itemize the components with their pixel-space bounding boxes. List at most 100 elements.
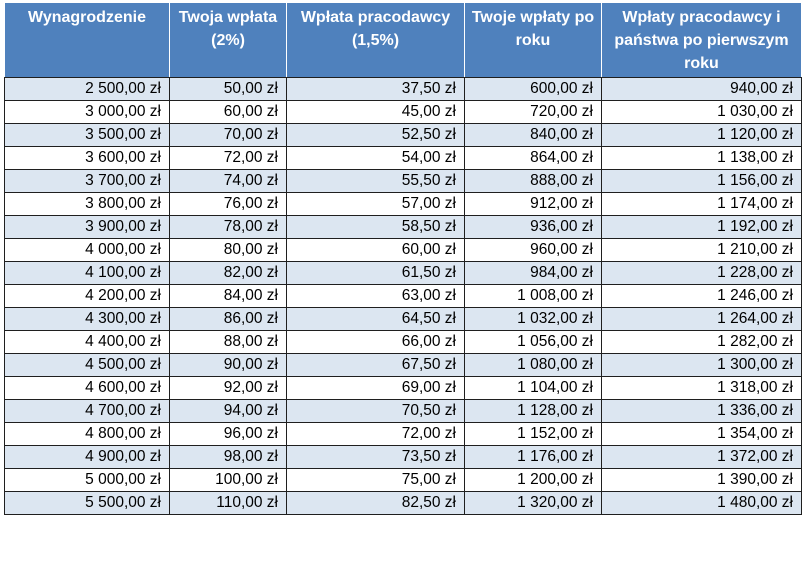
header-wplata-pracodawcy: Wpłata pracodawcy (1,5%) [286,2,465,78]
cell-wynagrodzenie: 5 500,00 zł [4,491,170,515]
cell-wplata-pracodawcy: 60,00 zł [286,238,465,262]
cell-wynagrodzenie: 3 600,00 zł [4,146,170,170]
cell-twoja-wplata: 60,00 zł [169,100,287,124]
cell-twoja-wplata: 98,00 zł [169,445,287,469]
cell-twoje-wplaty-po-roku: 864,00 zł [464,146,602,170]
cell-wynagrodzenie: 4 100,00 zł [4,261,170,285]
cell-wynagrodzenie: 4 300,00 zł [4,307,170,331]
cell-wplata-pracodawcy: 52,50 zł [286,123,465,147]
header-wynagrodzenie: Wynagrodzenie [4,2,170,78]
cell-twoja-wplata: 76,00 zł [169,192,287,216]
cell-wplata-pracodawcy: 55,50 zł [286,169,465,193]
cell-wplaty-pracodawcy-i-panstwa: 1 210,00 zł [601,238,802,262]
table-row: 4 200,00 zł 84,00 zł 63,00 zł 1 008,00 zł 1 … [4,284,802,308]
cell-wynagrodzenie: 3 500,00 zł [4,123,170,147]
cell-wplaty-pracodawcy-i-panstwa: 1 174,00 zł [601,192,802,216]
cell-twoje-wplaty-po-roku: 1 320,00 zł [464,491,602,515]
table-row: 4 300,00 zł 86,00 zł 64,50 zł 1 032,00 zł 1 … [4,307,802,331]
table-row: 3 800,00 zł 76,00 zł 57,00 zł 912,00 zł 1 17… [4,192,802,216]
cell-twoja-wplata: 72,00 zł [169,146,287,170]
cell-wplata-pracodawcy: 45,00 zł [286,100,465,124]
cell-wplata-pracodawcy: 75,00 zł [286,468,465,492]
cell-wynagrodzenie: 4 700,00 zł [4,399,170,423]
cell-wynagrodzenie: 4 200,00 zł [4,284,170,308]
table-row: 4 900,00 zł 98,00 zł 73,50 zł 1 176,00 zł 1 … [4,445,802,469]
cell-wplata-pracodawcy: 69,00 zł [286,376,465,400]
cell-twoja-wplata: 82,00 zł [169,261,287,285]
cell-wynagrodzenie: 2 500,00 zł [4,77,170,101]
cell-twoja-wplata: 78,00 zł [169,215,287,239]
cell-wynagrodzenie: 4 800,00 zł [4,422,170,446]
header-wplaty-pracodawcy-i-panstwa: Wpłaty pracodawcy i państwa po pierwszym… [601,2,802,78]
cell-twoje-wplaty-po-roku: 1 008,00 zł [464,284,602,308]
table-row: 5 500,00 zł 110,00 zł 82,50 zł 1 320,00 zł 1… [4,491,802,515]
cell-wplaty-pracodawcy-i-panstwa: 1 120,00 zł [601,123,802,147]
cell-twoje-wplaty-po-roku: 1 176,00 zł [464,445,602,469]
cell-wplaty-pracodawcy-i-panstwa: 1 264,00 zł [601,307,802,331]
table-row: 4 600,00 zł 92,00 zł 69,00 zł 1 104,00 zł 1 … [4,376,802,400]
cell-twoja-wplata: 110,00 zł [169,491,287,515]
cell-twoja-wplata: 94,00 zł [169,399,287,423]
cell-wynagrodzenie: 4 900,00 zł [4,445,170,469]
table-row: 3 500,00 zł 70,00 zł 52,50 zł 840,00 zł 1 12… [4,123,802,147]
cell-wplaty-pracodawcy-i-panstwa: 1 390,00 zł [601,468,802,492]
cell-wplaty-pracodawcy-i-panstwa: 1 030,00 zł [601,100,802,124]
cell-twoje-wplaty-po-roku: 1 080,00 zł [464,353,602,377]
cell-wplata-pracodawcy: 58,50 zł [286,215,465,239]
cell-wplata-pracodawcy: 82,50 zł [286,491,465,515]
salary-contribution-table: Wynagrodzenie Twoja wpłata (2%) Wpłata p… [4,2,802,515]
cell-wynagrodzenie: 4 400,00 zł [4,330,170,354]
table-header: Wynagrodzenie Twoja wpłata (2%) Wpłata p… [4,2,802,78]
cell-wynagrodzenie: 4 500,00 zł [4,353,170,377]
cell-wynagrodzenie: 4 000,00 zł [4,238,170,262]
cell-wplaty-pracodawcy-i-panstwa: 1 282,00 zł [601,330,802,354]
cell-wplata-pracodawcy: 67,50 zł [286,353,465,377]
cell-twoje-wplaty-po-roku: 984,00 zł [464,261,602,285]
cell-wplaty-pracodawcy-i-panstwa: 940,00 zł [601,77,802,101]
cell-wplata-pracodawcy: 70,50 zł [286,399,465,423]
cell-wynagrodzenie: 3 700,00 zł [4,169,170,193]
cell-wynagrodzenie: 5 000,00 zł [4,468,170,492]
cell-twoje-wplaty-po-roku: 1 152,00 zł [464,422,602,446]
header-row: Wynagrodzenie Twoja wpłata (2%) Wpłata p… [4,2,802,78]
cell-twoje-wplaty-po-roku: 936,00 zł [464,215,602,239]
cell-wynagrodzenie: 3 000,00 zł [4,100,170,124]
cell-twoje-wplaty-po-roku: 912,00 zł [464,192,602,216]
table-row: 4 000,00 zł 80,00 zł 60,00 zł 960,00 zł 1 21… [4,238,802,262]
cell-wplaty-pracodawcy-i-panstwa: 1 138,00 zł [601,146,802,170]
cell-twoje-wplaty-po-roku: 960,00 zł [464,238,602,262]
cell-twoje-wplaty-po-roku: 1 104,00 zł [464,376,602,400]
header-twoje-wplaty-po-roku: Twoje wpłaty po roku [464,2,602,78]
cell-twoja-wplata: 70,00 zł [169,123,287,147]
cell-wplaty-pracodawcy-i-panstwa: 1 246,00 zł [601,284,802,308]
cell-twoje-wplaty-po-roku: 1 032,00 zł [464,307,602,331]
cell-twoje-wplaty-po-roku: 840,00 zł [464,123,602,147]
cell-wynagrodzenie: 3 900,00 zł [4,215,170,239]
table-row: 5 000,00 zł 100,00 zł 75,00 zł 1 200,00 zł 1… [4,468,802,492]
cell-wplaty-pracodawcy-i-panstwa: 1 318,00 zł [601,376,802,400]
table-row: 3 000,00 zł 60,00 zł 45,00 zł 720,00 zł 1 03… [4,100,802,124]
table-row: 4 700,00 zł 94,00 zł 70,50 zł 1 128,00 zł 1 … [4,399,802,423]
cell-twoje-wplaty-po-roku: 1 128,00 zł [464,399,602,423]
cell-wplaty-pracodawcy-i-panstwa: 1 228,00 zł [601,261,802,285]
table-row: 4 100,00 zł 82,00 zł 61,50 zł 984,00 zł 1 22… [4,261,802,285]
table-body: 2 500,00 zł 50,00 zł 37,50 zł 600,00 zł 940,… [4,77,802,515]
cell-wplata-pracodawcy: 66,00 zł [286,330,465,354]
cell-twoja-wplata: 88,00 zł [169,330,287,354]
cell-wplata-pracodawcy: 64,50 zł [286,307,465,331]
cell-wplata-pracodawcy: 61,50 zł [286,261,465,285]
cell-wplaty-pracodawcy-i-panstwa: 1 336,00 zł [601,399,802,423]
cell-twoje-wplaty-po-roku: 600,00 zł [464,77,602,101]
cell-twoje-wplaty-po-roku: 888,00 zł [464,169,602,193]
cell-twoja-wplata: 74,00 zł [169,169,287,193]
table-row: 3 600,00 zł 72,00 zł 54,00 zł 864,00 zł 1 13… [4,146,802,170]
cell-twoja-wplata: 100,00 zł [169,468,287,492]
table-row: 4 500,00 zł 90,00 zł 67,50 zł 1 080,00 zł 1 … [4,353,802,377]
table-row: 3 700,00 zł 74,00 zł 55,50 zł 888,00 zł 1 15… [4,169,802,193]
cell-twoja-wplata: 96,00 zł [169,422,287,446]
table-row: 4 800,00 zł 96,00 zł 72,00 zł 1 152,00 zł 1 … [4,422,802,446]
cell-wplata-pracodawcy: 72,00 zł [286,422,465,446]
cell-twoja-wplata: 86,00 zł [169,307,287,331]
cell-twoja-wplata: 92,00 zł [169,376,287,400]
cell-wynagrodzenie: 3 800,00 zł [4,192,170,216]
